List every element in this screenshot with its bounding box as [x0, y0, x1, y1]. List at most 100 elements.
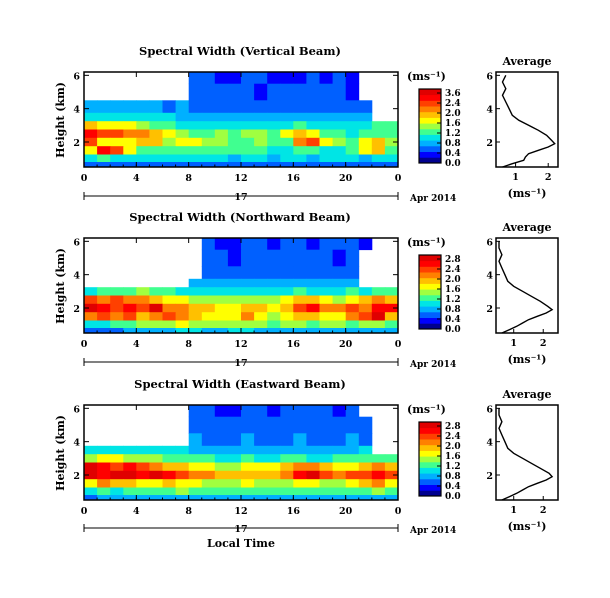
- heatmap-cell: [254, 137, 268, 147]
- heatmap-cell: [188, 405, 203, 418]
- heatmap-cell: [306, 470, 320, 480]
- heatmap-cell: [201, 405, 216, 418]
- heatmap-cell: [332, 312, 347, 321]
- heatmap-cell: [358, 454, 373, 463]
- heatmap-cell: [136, 462, 150, 472]
- heatmap-cell: [371, 479, 386, 488]
- colorbar-swatch: [419, 433, 441, 440]
- heatmap-cell: [319, 83, 333, 101]
- colorbar-frame: [418, 421, 442, 497]
- heatmap-cell: [97, 495, 111, 501]
- heatmap-cell: [214, 100, 229, 114]
- heatmap-cell: [384, 137, 399, 147]
- heatmap-cell: [162, 495, 176, 501]
- heatmap-cell: [110, 320, 124, 329]
- heatmap-cell: [358, 137, 373, 147]
- heatmap-cell: [345, 479, 360, 488]
- heatmap-cell: [306, 445, 320, 455]
- heatmap-cell: [345, 266, 360, 280]
- heatmap-cell: [175, 312, 190, 321]
- heatmap-cell: [293, 112, 307, 122]
- heatmap-cell: [358, 433, 373, 447]
- heatmap-cell: [384, 328, 399, 334]
- heatmap-cell: [267, 295, 281, 305]
- heatmap-cell: [332, 137, 347, 147]
- heatmap-cell: [371, 154, 386, 163]
- heatmap-cell: [280, 72, 294, 85]
- heatmap-cell: [306, 137, 320, 147]
- heatmap-cell: [175, 328, 190, 334]
- heatmap-cell: [254, 303, 268, 313]
- colorbar-tick-label: 0.8: [445, 472, 461, 482]
- heatmap-cell: [97, 137, 111, 147]
- heatmap-cell: [136, 470, 150, 480]
- heatmap-cell: [332, 238, 347, 251]
- heatmap-cell: [214, 238, 229, 251]
- heatmap-cell: [241, 83, 255, 101]
- colorbar-swatch: [419, 484, 441, 491]
- heatmap-cell: [306, 238, 320, 251]
- heatmap-cell: [149, 479, 163, 488]
- colorbar-swatch: [419, 311, 441, 318]
- heatmap-cell: [280, 416, 294, 434]
- heatmap-cell: [175, 121, 190, 130]
- heatmap-cell: [319, 495, 333, 501]
- heatmap-cell: [188, 479, 203, 488]
- heatmap-cell: [123, 287, 137, 296]
- heatmap-cell: [319, 137, 333, 147]
- heatmap-cell: [175, 470, 190, 480]
- x-tick-label: 16: [287, 506, 301, 517]
- heatmap-cell: [201, 295, 216, 305]
- heatmap-cell: [384, 129, 399, 139]
- heatmap-cell: [371, 137, 386, 147]
- heatmap-cell: [319, 154, 333, 163]
- heatmap-cell: [136, 129, 150, 139]
- heatmap-cell: [227, 445, 242, 455]
- colorbar-swatch: [419, 456, 441, 463]
- heatmap-cell: [319, 312, 333, 321]
- y-tick-label: 2: [73, 138, 80, 149]
- heatmap-cell: [319, 303, 333, 313]
- heatmap-cell: [332, 320, 347, 329]
- heatmap-cell: [358, 146, 373, 155]
- heatmap-cell: [319, 470, 333, 480]
- heatmap-cell: [241, 162, 255, 168]
- heatmap-cell: [97, 479, 111, 488]
- colorbar-tick-label: 0.8: [445, 305, 461, 315]
- colorbar: [418, 88, 442, 164]
- heatmap-cell: [123, 129, 137, 139]
- heatmap-cell: [123, 303, 137, 313]
- heatmap-cell: [97, 454, 111, 463]
- colorbar-tick-label: 2.4: [445, 99, 461, 109]
- heatmap-cell: [201, 154, 216, 163]
- heatmap-cell: [267, 249, 281, 267]
- colorbar-swatch: [419, 260, 441, 267]
- heatmap-cell: [110, 121, 124, 130]
- heatmap-cell: [241, 320, 255, 329]
- average-y-tick-label: 6: [486, 404, 493, 415]
- heatmap-cell: [214, 433, 229, 447]
- heatmap-cell: [280, 295, 294, 305]
- colorbar-swatch: [419, 306, 441, 313]
- heatmap-cell: [97, 487, 111, 496]
- average-x-label: (ms⁻¹): [508, 520, 547, 533]
- heatmap-cell: [136, 295, 150, 305]
- x-tick-label: 0: [81, 339, 88, 350]
- heatmap-cell: [149, 312, 163, 321]
- heatmap-cell: [241, 454, 255, 463]
- heatmap-cell: [149, 100, 163, 114]
- heatmap-cell: [149, 445, 163, 455]
- heatmap-cell: [110, 129, 124, 139]
- heatmap-cell: [175, 162, 190, 168]
- heatmap-cell: [149, 487, 163, 496]
- heatmap-cell: [306, 121, 320, 130]
- heatmap-cell: [149, 320, 163, 329]
- heatmap-cell: [358, 320, 373, 329]
- colorbar-swatch: [419, 317, 441, 324]
- heatmap-cell: [306, 320, 320, 329]
- heatmap-cell: [254, 287, 268, 296]
- heatmap-cell: [319, 129, 333, 139]
- heatmap-cell: [214, 83, 229, 101]
- x-tick-label: 4: [133, 173, 140, 184]
- date-label: Apr 2014: [409, 360, 456, 370]
